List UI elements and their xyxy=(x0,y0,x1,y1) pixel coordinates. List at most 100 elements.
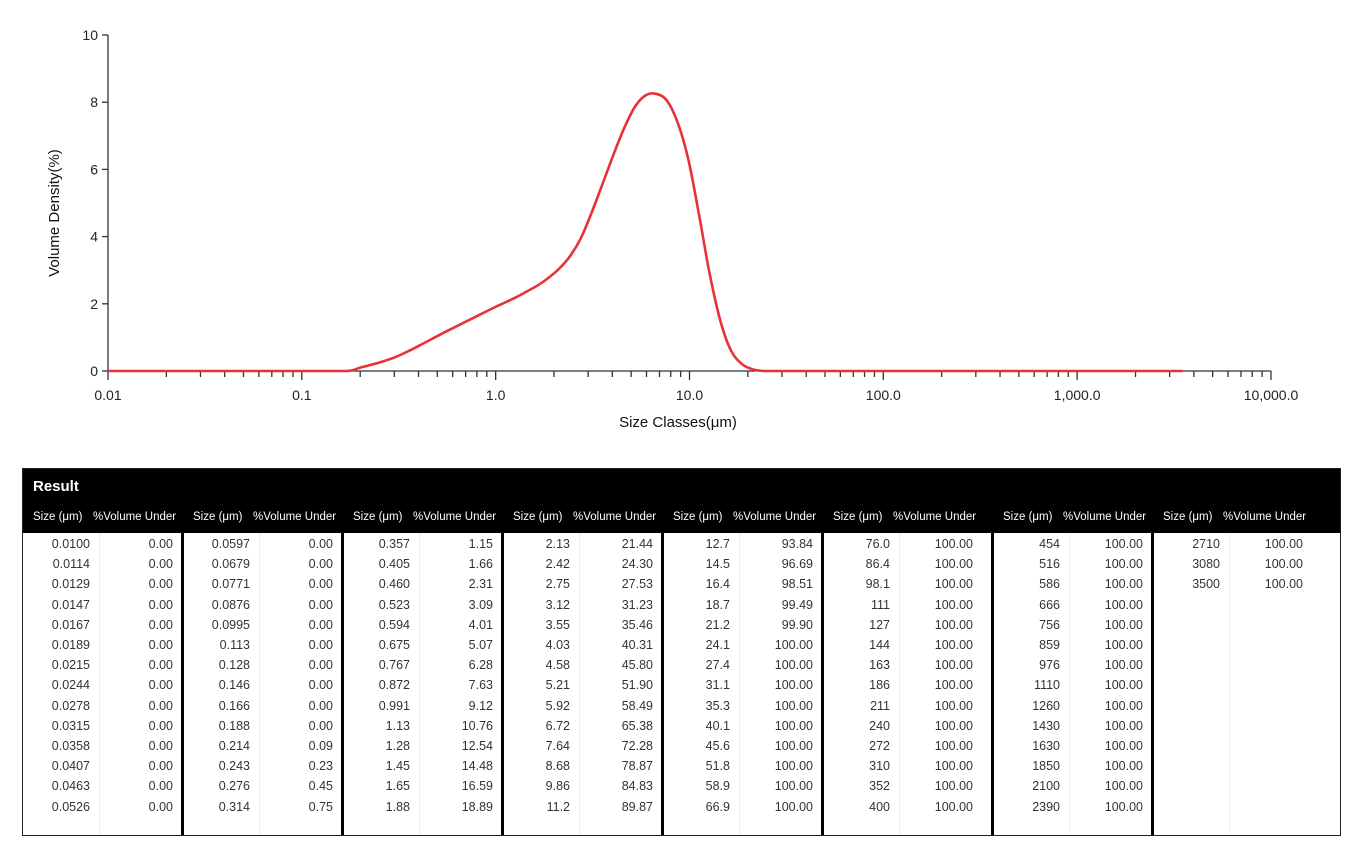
size-cell: 0.594 xyxy=(378,617,410,632)
size-cell: 1.13 xyxy=(385,718,410,733)
size-cell: 0.405 xyxy=(378,557,410,572)
size-cell: 0.0100 xyxy=(51,537,90,551)
volume-under-cell: 9.12 xyxy=(468,698,493,713)
size-cell: 0.146 xyxy=(218,678,250,693)
size-cell: 0.243 xyxy=(218,759,250,774)
volume-under-cell: 100.00 xyxy=(934,718,973,733)
volume-under-cell: 0.00 xyxy=(308,718,333,733)
size-cell: 0.276 xyxy=(218,779,250,794)
group-separator xyxy=(1151,533,1154,835)
volume-under-cell: 12.54 xyxy=(461,739,493,753)
size-cell: 0.872 xyxy=(378,678,410,693)
size-column-header: Size (μm) xyxy=(673,511,723,523)
volume-under-cell: 7.63 xyxy=(468,678,493,693)
volume-under-cell: 0.45 xyxy=(308,779,333,794)
volume-under-cell: 100.00 xyxy=(1104,658,1143,673)
size-cell: 1630 xyxy=(1032,739,1060,753)
volume-under-column-header: %Volume Under xyxy=(1063,511,1147,523)
volume-under-cell: 1.15 xyxy=(468,537,493,551)
size-cell: 6.72 xyxy=(545,718,570,733)
volume-under-cell: 5.07 xyxy=(468,638,493,652)
size-cell: 0.0771 xyxy=(211,577,250,592)
volume-under-cell: 100.00 xyxy=(934,577,973,592)
size-cell: 2100 xyxy=(1032,779,1060,794)
volume-under-cell: 100.00 xyxy=(934,698,973,713)
size-column-header: Size (μm) xyxy=(513,511,563,523)
volume-under-cell: 0.00 xyxy=(148,718,173,733)
volume-under-column-header: %Volume Under xyxy=(733,511,817,523)
volume-under-cell: 0.00 xyxy=(308,617,333,632)
size-cell: 18.7 xyxy=(705,597,730,612)
size-cell: 1.28 xyxy=(385,739,410,753)
size-cell: 0.460 xyxy=(378,577,410,592)
volume-under-cell: 21.44 xyxy=(621,537,653,551)
group-separator xyxy=(821,533,824,835)
column-separator xyxy=(99,533,100,835)
size-cell: 86.4 xyxy=(865,557,890,572)
size-cell: 352 xyxy=(869,779,890,794)
volume-under-cell: 100.00 xyxy=(774,638,813,652)
size-cell: 9.86 xyxy=(545,779,570,794)
volume-under-cell: 100.00 xyxy=(1104,678,1143,693)
size-cell: 211 xyxy=(870,698,890,713)
volume-under-cell: 0.00 xyxy=(308,678,333,693)
volume-under-cell: 1.66 xyxy=(468,557,493,572)
size-cell: 2.75 xyxy=(545,577,570,592)
volume-under-cell: 35.46 xyxy=(621,617,653,632)
size-cell: 0.767 xyxy=(378,658,410,673)
volume-under-cell: 100.00 xyxy=(1104,638,1143,652)
volume-under-cell: 96.69 xyxy=(781,557,813,572)
volume-under-cell: 10.76 xyxy=(461,718,493,733)
size-cell: 0.0114 xyxy=(52,557,90,572)
size-cell: 11.2 xyxy=(546,799,570,814)
volume-under-cell: 0.00 xyxy=(148,557,173,572)
size-cell: 0.0189 xyxy=(51,638,90,652)
volume-under-cell: 84.83 xyxy=(621,779,653,794)
size-cell: 1.88 xyxy=(385,799,410,814)
size-cell: 40.1 xyxy=(705,718,730,733)
size-cell: 0.357 xyxy=(378,537,410,551)
volume-under-cell: 100.00 xyxy=(934,678,973,693)
size-cell: 5.92 xyxy=(545,698,570,713)
size-cell: 1110 xyxy=(1034,678,1060,693)
volume-under-cell: 0.00 xyxy=(308,557,333,572)
size-cell: 0.0679 xyxy=(211,557,250,572)
size-cell: 976 xyxy=(1039,658,1060,673)
size-cell: 31.1 xyxy=(705,678,730,693)
volume-under-cell: 14.48 xyxy=(461,759,493,774)
volume-under-cell: 100.00 xyxy=(1104,739,1143,753)
size-cell: 8.68 xyxy=(545,759,570,774)
size-cell: 0.166 xyxy=(218,698,250,713)
size-cell: 0.0597 xyxy=(211,537,250,551)
volume-under-cell: 100.00 xyxy=(934,779,973,794)
x-tick-label: 1,000.0 xyxy=(1054,387,1101,403)
size-cell: 756 xyxy=(1039,617,1060,632)
volume-under-cell: 100.00 xyxy=(934,759,973,774)
volume-under-cell: 98.51 xyxy=(781,577,813,592)
size-cell: 400 xyxy=(869,799,890,814)
size-column-header: Size (μm) xyxy=(1163,511,1213,523)
volume-under-cell: 93.84 xyxy=(781,537,813,551)
size-cell: 0.675 xyxy=(378,638,410,652)
size-column-header: Size (μm) xyxy=(193,511,243,523)
column-separator xyxy=(739,533,740,835)
volume-density-chart: 0 2 4 6 8 10 0.01 0.1 1.0 10.0 100.0 1,000.0 10,000.… xyxy=(46,27,1298,431)
volume-under-cell: 100.00 xyxy=(774,739,813,753)
volume-under-cell: 100.00 xyxy=(774,759,813,774)
volume-under-column-header: %Volume Under xyxy=(1223,511,1307,523)
volume-under-cell: 99.90 xyxy=(781,617,813,632)
volume-under-cell: 100.00 xyxy=(934,799,973,814)
x-tick-label: 100.0 xyxy=(866,387,901,403)
size-cell: 3500 xyxy=(1192,577,1220,592)
volume-under-cell: 100.00 xyxy=(1264,537,1303,551)
size-cell: 0.0147 xyxy=(51,597,90,612)
column-separator xyxy=(1069,533,1070,835)
volume-under-cell: 100.00 xyxy=(1104,557,1143,572)
volume-under-column-header: %Volume Under xyxy=(413,511,497,523)
volume-under-cell: 100.00 xyxy=(1264,557,1303,572)
volume-under-column-header: %Volume Under xyxy=(893,511,977,523)
size-cell: 0.188 xyxy=(218,718,250,733)
volume-under-cell: 0.00 xyxy=(148,597,173,612)
volume-under-cell: 0.00 xyxy=(148,537,173,551)
volume-under-cell: 0.00 xyxy=(148,638,173,652)
